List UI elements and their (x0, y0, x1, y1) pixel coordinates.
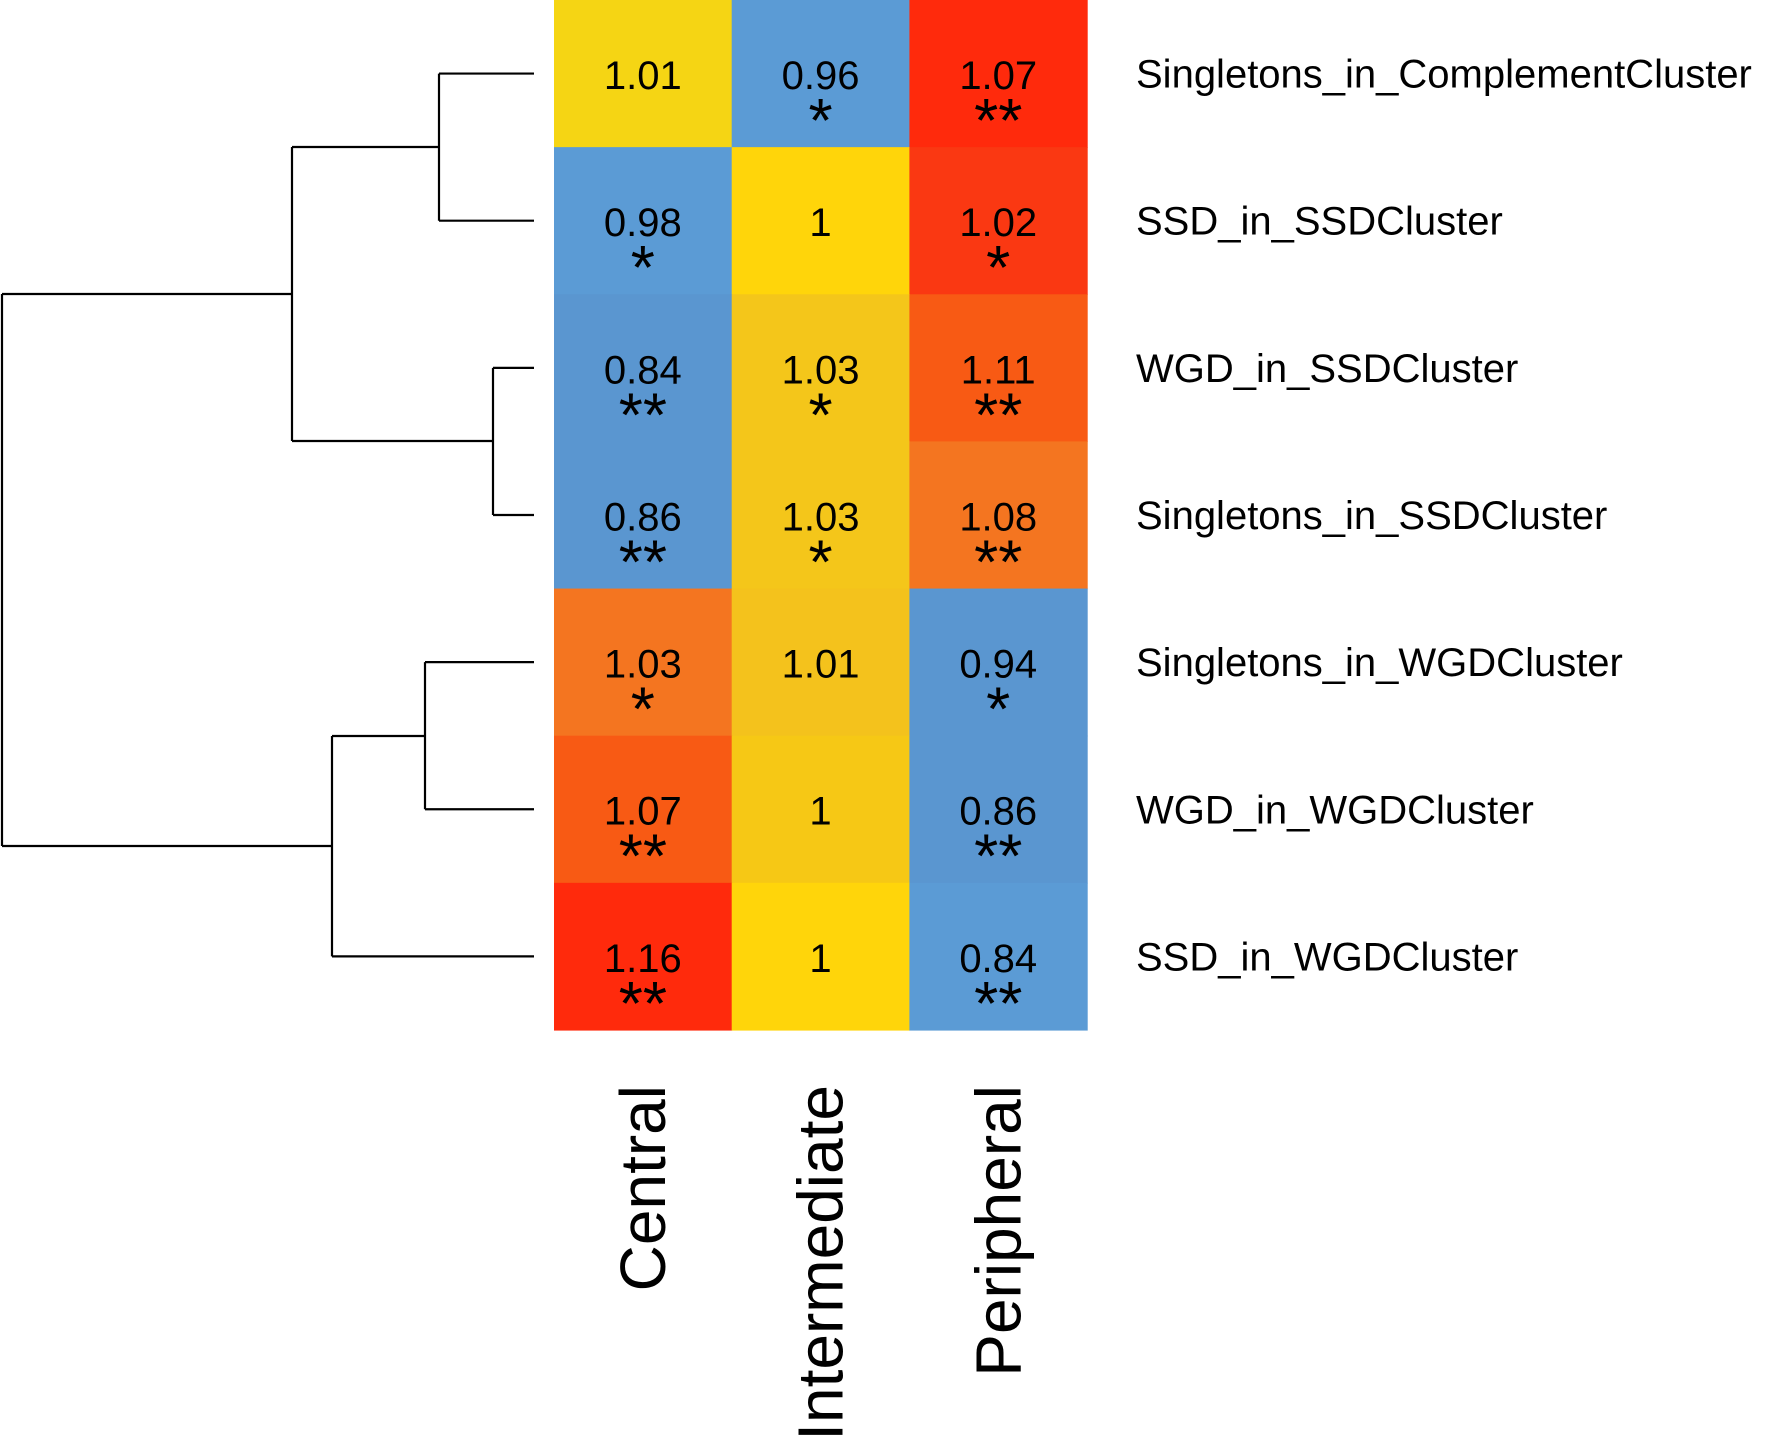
cell-value-label: 0.96 (782, 54, 860, 98)
significance-marker: ** (619, 823, 667, 892)
cell-value-label: 1.03 (604, 643, 682, 687)
heatmap-cell (731, 588, 910, 737)
significance-marker: * (986, 676, 1010, 745)
cell-value-label: 1.02 (959, 201, 1037, 245)
row-label: Singletons_in_ComplementCluster (1136, 53, 1752, 97)
heatmap-cell (554, 441, 733, 590)
significance-marker: * (808, 87, 832, 156)
cell-value-label: 1.07 (604, 790, 682, 834)
cell-value-label: 0.98 (604, 201, 682, 245)
heatmap-cell-labels: 1.01 0.96*1.07**0.98*1 1.02*0.84**1.03*1.1… (604, 54, 1037, 1039)
heatmap-cell (731, 882, 910, 1031)
row-labels: Singletons_in_ComplementCluster SSD_in_SS… (1136, 53, 1752, 980)
heatmap-cell (731, 294, 910, 443)
heatmap-cell (909, 294, 1088, 443)
cell-value-label: 0.94 (959, 643, 1037, 687)
cell-value-label: 1.16 (604, 937, 682, 981)
cell-value-label: 1.07 (959, 54, 1037, 98)
significance-marker: ** (974, 823, 1022, 892)
significance-marker: ** (974, 381, 1022, 450)
significance-marker: * (808, 381, 832, 450)
row-label: Singletons_in_WGDCluster (1136, 641, 1623, 685)
significance-marker: * (808, 528, 832, 597)
significance-marker: ** (619, 970, 667, 1039)
heatmap-cell (909, 0, 1088, 148)
column-label: Central (607, 1085, 679, 1291)
significance-marker: ** (974, 970, 1022, 1039)
row-label: WGD_in_SSDCluster (1136, 347, 1518, 391)
significance-marker: * (631, 234, 655, 303)
cell-value-label: 1.08 (959, 495, 1037, 539)
heatmap-cell (554, 735, 733, 884)
column-labels: Central Intermediate Peripheral (607, 1085, 1034, 1441)
heatmap-cell (909, 735, 1088, 884)
heatmap-cell (554, 294, 733, 443)
cell-value-label: 0.86 (959, 790, 1037, 834)
heatmap-cell (731, 147, 910, 295)
heatmap-cell (909, 882, 1088, 1031)
heatmap-cell (909, 588, 1088, 737)
heatmap-cells (554, 0, 1088, 1031)
column-label: Intermediate (785, 1085, 857, 1441)
heatmap-cell (731, 735, 910, 884)
cell-value-label: 1 (809, 937, 831, 981)
heatmap-cell (731, 441, 910, 590)
cell-value-label: 1.01 (604, 54, 682, 98)
row-dendrogram (0, 72, 534, 958)
row-label: SSD_in_WGDCluster (1136, 935, 1518, 979)
row-label: Singletons_in_SSDCluster (1136, 494, 1607, 538)
heatmap-cell (554, 588, 733, 737)
heatmap-cell (909, 441, 1088, 590)
significance-marker: ** (619, 381, 667, 450)
cell-value-label: 1 (809, 790, 831, 834)
column-label: Peripheral (962, 1085, 1034, 1377)
row-label: SSD_in_SSDCluster (1136, 200, 1503, 244)
cell-value-label: 1.01 (782, 643, 860, 687)
cell-value-label: 1 (809, 201, 831, 245)
heatmap-cell (554, 0, 733, 148)
heatmap-cell (554, 147, 733, 295)
significance-marker: ** (974, 87, 1022, 156)
cell-value-label: 0.84 (959, 937, 1037, 981)
heatmap-cell (909, 147, 1088, 295)
heatmap-cell (554, 882, 733, 1031)
significance-marker: * (631, 676, 655, 745)
cell-value-label: 1.11 (961, 348, 1036, 392)
significance-marker: ** (974, 528, 1022, 597)
cell-value-label: 0.84 (604, 348, 682, 392)
cell-value-label: 0.86 (604, 495, 682, 539)
heatmap-cell (731, 0, 910, 148)
significance-marker: * (986, 234, 1010, 303)
cell-value-label: 1.03 (782, 495, 860, 539)
row-label: WGD_in_WGDCluster (1136, 788, 1534, 832)
cell-value-label: 1.03 (782, 348, 860, 392)
significance-marker: ** (619, 528, 667, 597)
